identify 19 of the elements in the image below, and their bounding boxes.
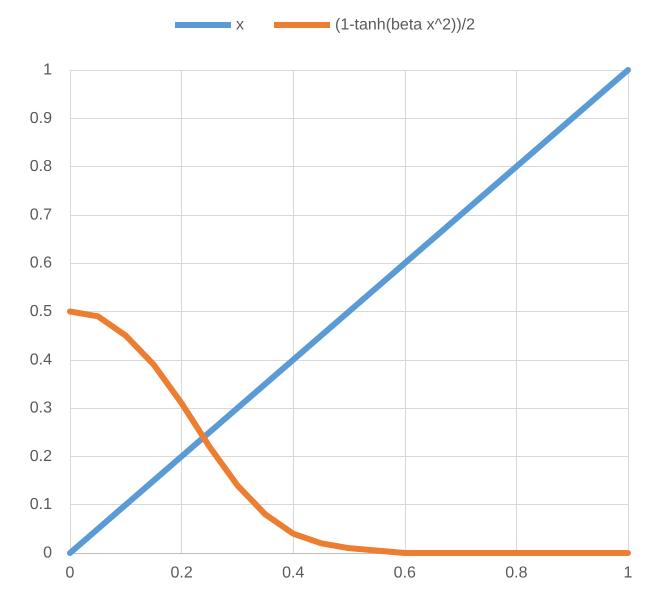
y-tick-label: 0.8	[30, 158, 52, 176]
x-tick-label: 0.2	[170, 564, 193, 582]
y-tick-label: 0.1	[30, 496, 52, 514]
x-tick-label: 1	[624, 564, 633, 582]
y-tick-label: 0.5	[30, 303, 52, 320]
y-tick-label: 0.4	[30, 351, 52, 368]
x-tick-label: 0.8	[505, 564, 528, 582]
y-tick-label: 0.9	[30, 110, 52, 127]
x-tick-label: 0.4	[282, 564, 304, 582]
y-tick-label: 0	[43, 544, 52, 562]
x-tick-label: 0.6	[394, 564, 416, 582]
y-tick-label: 0.6	[30, 254, 52, 272]
legend-label: (1-tanh(beta x^2))/2	[334, 16, 476, 34]
legend-label: x	[236, 16, 244, 34]
y-tick-label: 0.7	[30, 206, 52, 224]
y-tick-label: 1	[43, 62, 52, 78]
y-tick-label: 0.2	[30, 448, 52, 465]
x-tick-label: 0	[66, 564, 75, 582]
y-tick-label: 0.3	[30, 400, 52, 417]
